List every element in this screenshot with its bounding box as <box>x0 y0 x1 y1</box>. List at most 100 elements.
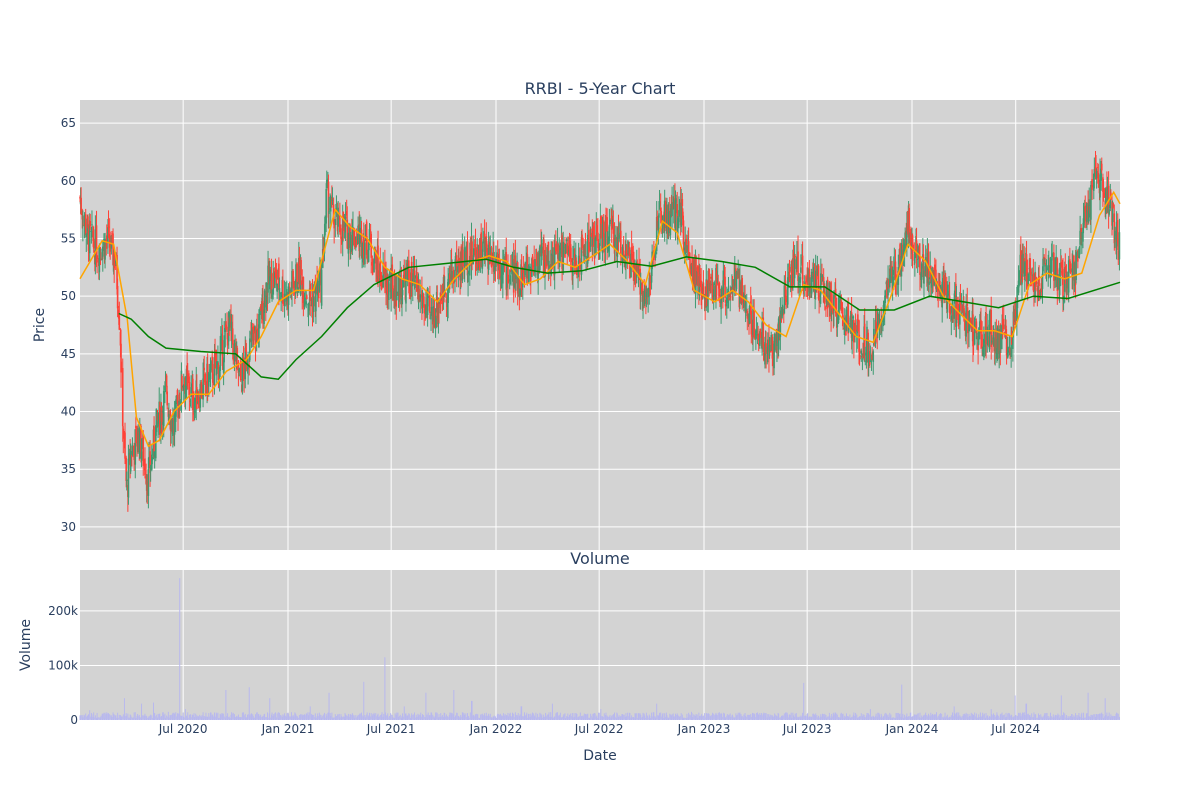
candle-body <box>226 326 228 332</box>
candle-body <box>810 271 813 294</box>
candle-body <box>818 293 820 301</box>
candle-body <box>669 208 672 236</box>
candle-body <box>966 303 969 307</box>
candle-body <box>453 280 455 283</box>
candle-body <box>340 228 342 240</box>
candle-body <box>548 260 550 274</box>
candle-body <box>255 329 258 343</box>
candle-body <box>658 213 660 218</box>
candle-body <box>910 228 912 250</box>
candle-body <box>609 220 611 222</box>
candle-body <box>944 280 947 294</box>
candle-body <box>1091 179 1093 190</box>
candle-body <box>1110 192 1112 198</box>
candle-body <box>807 270 810 282</box>
candle-body <box>1071 260 1074 278</box>
candle-body <box>666 205 668 234</box>
candle-body <box>1036 279 1038 285</box>
candle-body <box>268 276 271 290</box>
candle-body <box>577 255 580 269</box>
candle-body <box>757 343 760 346</box>
candle-body <box>519 289 521 295</box>
candle-body <box>702 282 705 297</box>
candle-body <box>562 241 565 271</box>
candle-body <box>1001 325 1003 335</box>
candle-body <box>1111 202 1114 223</box>
candle-body <box>1027 273 1030 285</box>
candle-body <box>268 261 270 284</box>
candle-body <box>249 338 251 361</box>
candle-body <box>890 268 892 282</box>
candle-body <box>1077 255 1079 262</box>
candle-body <box>912 247 915 249</box>
candle-body <box>757 334 759 341</box>
candle-body <box>227 312 230 342</box>
candle-body <box>427 296 429 298</box>
candle-body <box>550 253 553 276</box>
candle-body <box>476 248 479 268</box>
candle-body <box>712 289 715 301</box>
candle-body <box>728 297 730 301</box>
candle-body <box>911 235 914 253</box>
candle-body <box>466 241 469 276</box>
candle-body <box>726 297 729 303</box>
candle-body <box>1031 274 1034 276</box>
candle-body <box>382 264 385 270</box>
volume-y-axis-label: Volume <box>18 619 34 671</box>
candle-body <box>490 252 493 267</box>
candle-body <box>408 260 410 278</box>
candle-body <box>561 235 563 270</box>
candle-body <box>96 257 99 260</box>
candle-body <box>737 269 739 275</box>
candle-body <box>773 343 775 369</box>
candle-body <box>1118 232 1121 260</box>
candle-body <box>1016 302 1018 321</box>
candle-body <box>278 263 280 291</box>
candle-body <box>663 200 666 229</box>
candle-body <box>254 325 256 331</box>
candle-body <box>342 212 345 231</box>
candle-body <box>454 270 456 282</box>
candle-body <box>594 238 596 254</box>
candle-body <box>114 263 117 265</box>
candle-body <box>574 255 577 265</box>
candle-body <box>580 237 583 275</box>
candle-body <box>774 335 777 342</box>
candle-body <box>608 236 610 252</box>
candle-body <box>230 321 233 334</box>
candle-body <box>948 295 951 314</box>
candle-body <box>583 245 586 257</box>
candle-body <box>639 268 641 295</box>
candle-body <box>445 299 448 303</box>
candle-body <box>441 291 444 304</box>
candle-body <box>781 308 784 312</box>
candle-body <box>1001 319 1004 325</box>
candle-body <box>168 413 170 423</box>
candle-body <box>711 283 714 302</box>
candle-body <box>217 361 219 366</box>
candle-body <box>963 311 966 316</box>
candle-body <box>506 266 508 288</box>
candle-body <box>585 255 587 259</box>
candle-body <box>303 300 306 308</box>
candle-body <box>105 235 108 242</box>
candle-body <box>796 256 798 269</box>
candle-body <box>467 272 470 274</box>
candle-body <box>926 252 929 284</box>
candle-body <box>1084 205 1087 213</box>
candle-body <box>184 385 187 400</box>
candle-body <box>977 331 980 345</box>
candle-body <box>207 373 210 387</box>
candle-body <box>1088 199 1091 218</box>
candle-body <box>879 325 882 326</box>
candle-body <box>601 224 604 254</box>
candle-body <box>869 360 872 362</box>
candle-body <box>1047 265 1050 267</box>
candle-body <box>573 249 575 258</box>
candle-body <box>688 253 691 261</box>
candle-body <box>1066 276 1068 289</box>
candle-body <box>1029 261 1031 267</box>
candle-body <box>588 246 591 251</box>
candle-body <box>84 214 87 235</box>
candle-body <box>636 264 639 271</box>
